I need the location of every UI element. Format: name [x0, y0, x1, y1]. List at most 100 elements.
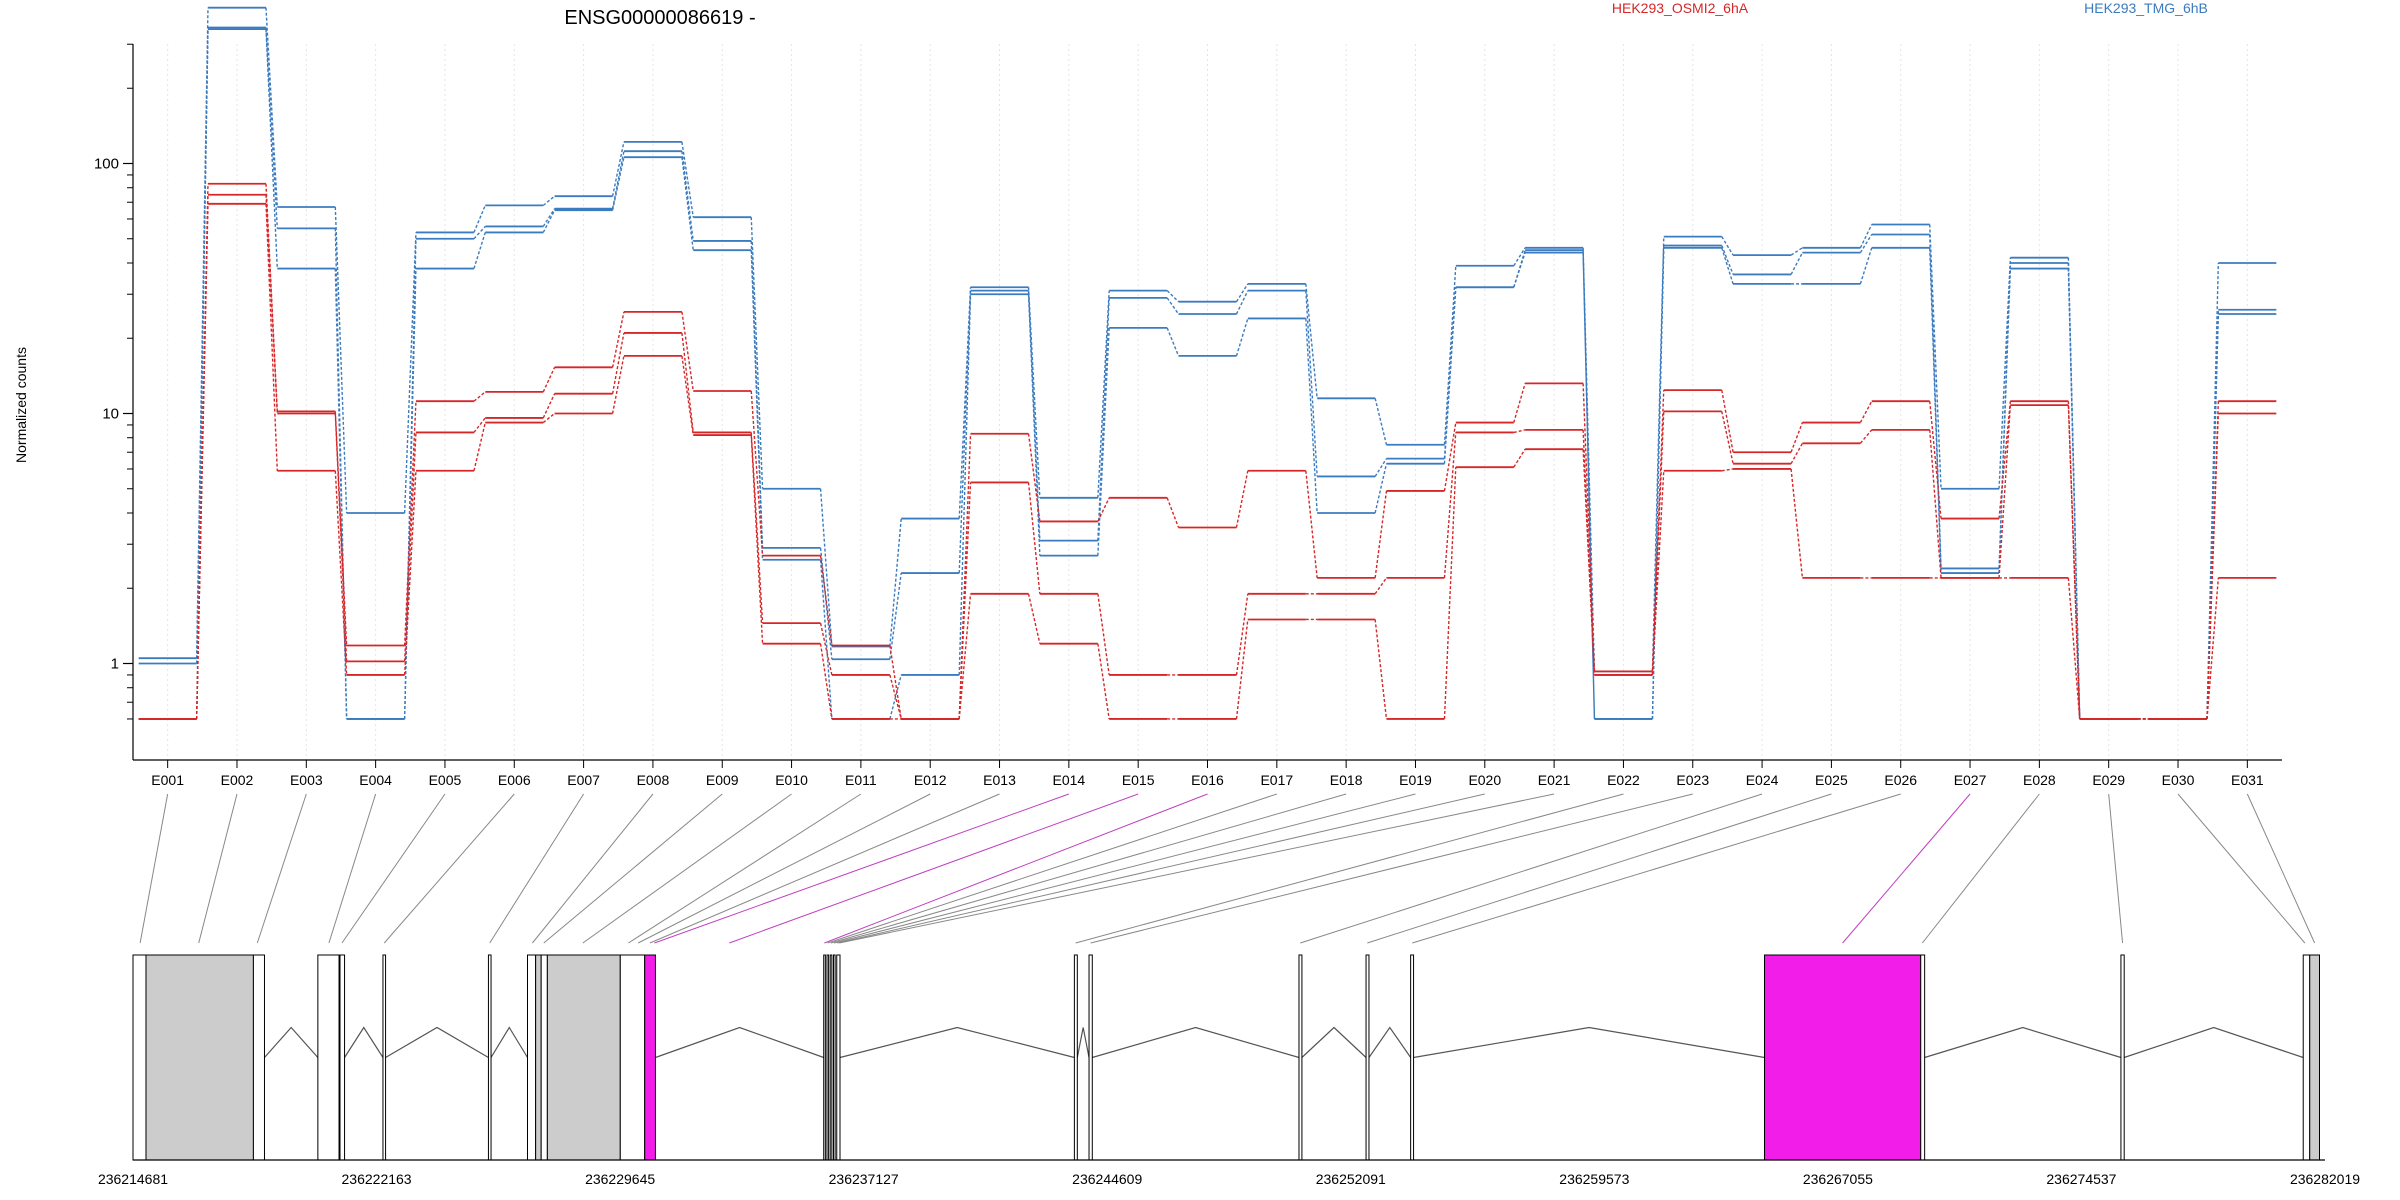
series-connector — [473, 391, 486, 402]
x-tick-label: E006 — [498, 772, 531, 788]
exon-block — [1365, 954, 1370, 1161]
exon-link — [1300, 793, 1763, 944]
series-connector — [403, 470, 417, 675]
series-connector — [1859, 224, 1873, 249]
series-connector — [1582, 449, 1596, 675]
series-connector — [1097, 327, 1110, 556]
exon-link — [531, 793, 654, 944]
series-connector — [1513, 429, 1526, 434]
series-connector — [681, 355, 694, 436]
series-connector — [1929, 247, 1942, 574]
axes-layer: 1 10 100 E001 E002 E003 E004 E005 E006 E007 E008 E0… — [94, 43, 2282, 788]
series-connector — [542, 367, 556, 393]
x-tick-label: E028 — [2023, 772, 2056, 788]
series-connector — [265, 27, 279, 229]
series-connector — [1166, 297, 1180, 315]
series-connector — [819, 643, 833, 720]
exon-link — [383, 793, 515, 944]
series-6 — [138, 202, 2277, 720]
y-axis-label: Normalized counts — [13, 347, 29, 463]
x-tick-label: E007 — [567, 772, 600, 788]
series-connector — [542, 209, 556, 233]
series-connector — [265, 7, 279, 208]
intron-line — [655, 1026, 824, 1059]
series-connector — [1998, 268, 2012, 574]
exon-block — [1088, 954, 1093, 1161]
x-tick-label: E002 — [221, 772, 254, 788]
series-connector — [403, 232, 417, 514]
x-tick-label: E019 — [1399, 772, 1432, 788]
x-tick-label: E018 — [1330, 772, 1363, 788]
series-connector — [1027, 482, 1041, 594]
series-connector — [1097, 593, 1110, 676]
exon-link — [654, 793, 1070, 944]
exon-link — [328, 793, 377, 944]
exon-block — [823, 954, 826, 1161]
series-connector — [611, 311, 625, 368]
series-connector — [889, 518, 902, 647]
series-connector — [1235, 290, 1249, 315]
series-connector — [958, 294, 972, 675]
series-connector — [1235, 470, 1249, 528]
series-connector — [611, 157, 625, 211]
series-connector — [1443, 422, 1457, 492]
legend-entry-tmg: HEK293_TMG_6hB — [2084, 0, 2208, 16]
exon-link — [834, 793, 1416, 944]
exon-block — [832, 954, 836, 1161]
series-connector — [1235, 283, 1249, 303]
intron-line — [1413, 1026, 1765, 1059]
exon-link — [837, 793, 1485, 944]
series-connector — [403, 401, 417, 646]
series-connector — [1166, 497, 1180, 528]
series-connector — [1027, 593, 1041, 644]
exon-block — [540, 954, 548, 1161]
series-connector — [1582, 429, 1596, 675]
intron-line — [1092, 1026, 1300, 1059]
x-tick-label: E015 — [1122, 772, 1155, 788]
series-connector — [265, 203, 279, 471]
exon-block — [2120, 954, 2125, 1161]
series-connector — [1513, 247, 1526, 267]
series-connector — [611, 332, 625, 394]
x-tick-label: E008 — [637, 772, 670, 788]
series-connector — [2067, 405, 2081, 719]
exon-block — [252, 954, 265, 1161]
exon-link — [1367, 793, 1832, 944]
intron-line — [385, 1026, 489, 1059]
series-connector — [1721, 468, 1734, 472]
series-connector — [1513, 383, 1526, 423]
exon-block — [382, 954, 387, 1161]
x-tick-label: E005 — [429, 772, 462, 788]
series-connector — [750, 217, 764, 489]
exon-block — [2302, 954, 2311, 1161]
exon-link — [2177, 793, 2306, 944]
series-connector — [195, 203, 209, 719]
x-tick-label: E025 — [1815, 772, 1848, 788]
x-tick-label: E031 — [2231, 772, 2264, 788]
series-connector — [2067, 401, 2081, 719]
series-connector — [889, 645, 902, 720]
series-connector — [1097, 290, 1110, 498]
intron-line — [1301, 1026, 1367, 1058]
x-tick-label: E010 — [775, 772, 808, 788]
x-tick-label: E023 — [1676, 772, 1709, 788]
series-connector — [1027, 287, 1041, 498]
exon-link — [827, 793, 1277, 944]
exon-block — [1920, 954, 1926, 1161]
x-tick-label: E029 — [2092, 772, 2125, 788]
series-connector — [1235, 619, 1249, 720]
x-tick-label: E021 — [1538, 772, 1571, 788]
exon-block — [1298, 954, 1303, 1161]
exon-block — [619, 954, 646, 1161]
x-tick-label: E013 — [983, 772, 1016, 788]
series-connector — [1443, 467, 1457, 719]
exon-link — [2246, 793, 2316, 944]
exon-link — [1842, 793, 1971, 944]
x-tick-label: E026 — [1884, 772, 1917, 788]
grid-layer — [167, 44, 2248, 760]
y-tick-label: 100 — [94, 156, 119, 173]
y-tick-label: 10 — [102, 406, 119, 423]
series-connector — [681, 332, 694, 433]
exon-block — [535, 954, 542, 1161]
